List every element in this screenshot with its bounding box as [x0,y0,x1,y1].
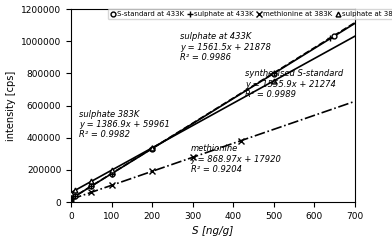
Text: methionine
y = 868.97x + 17920
R² = 0.9204: methionine y = 868.97x + 17920 R² = 0.92… [191,144,281,174]
Y-axis label: intensity [cps]: intensity [cps] [5,70,16,141]
Text: synthesised S-standard
y = 1555.9x + 21274
R² = 0.9989: synthesised S-standard y = 1555.9x + 212… [245,69,343,99]
X-axis label: S [ng/g]: S [ng/g] [192,227,234,236]
Text: sulphate 383K
y = 1386.9x + 59961
R² = 0.9982: sulphate 383K y = 1386.9x + 59961 R² = 0… [79,110,170,139]
Text: sulphate at 433K
y = 1561.5x + 21878
R² = 0.9986: sulphate at 433K y = 1561.5x + 21878 R² … [180,32,271,62]
Legend: S-standard at 433K, sulphate at 433K, methionine at 383K, sulphate at 383K: S-standard at 433K, sulphate at 433K, me… [108,9,392,19]
